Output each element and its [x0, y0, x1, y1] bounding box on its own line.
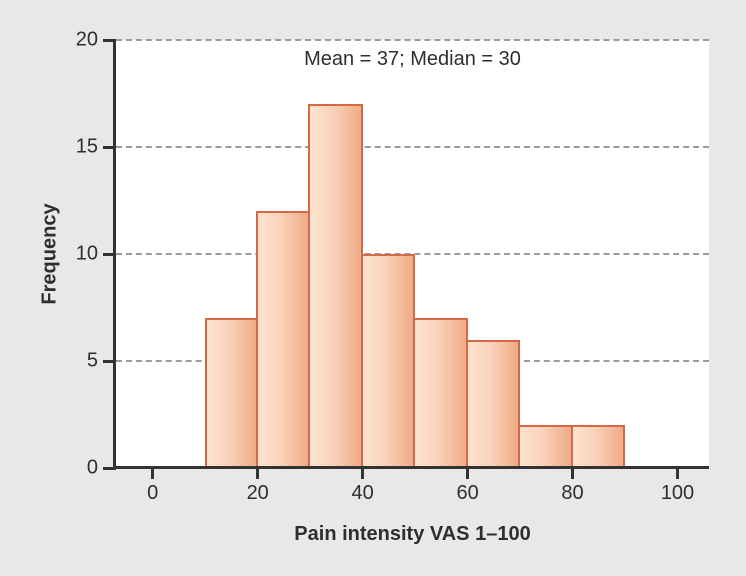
x-tick-60: [466, 466, 470, 479]
x-tick-label-0: 0: [147, 482, 159, 504]
y-tick-label-20: 20: [75, 28, 98, 51]
gridline-y-20: [116, 39, 709, 41]
x-tick-label-80: 80: [561, 482, 584, 504]
y-tick-label-15: 15: [75, 135, 98, 158]
y-tick-label-5: 5: [86, 349, 98, 372]
y-axis-title: Frequency: [38, 203, 61, 305]
y-tick-label-0: 0: [86, 456, 98, 479]
x-tick-100: [676, 466, 679, 479]
y-tick-5: [103, 359, 116, 363]
x-tick-20: [256, 466, 260, 479]
y-tick-15: [103, 145, 116, 149]
x-tick-40: [361, 466, 365, 479]
x-axis-title: Pain intensity VAS 1–100: [294, 523, 531, 545]
y-tick-0: [103, 466, 116, 470]
y-tick-10: [103, 252, 116, 256]
histogram-bar-80-90: [570, 425, 626, 468]
x-tick-0: [151, 466, 155, 479]
histogram-bar-50-60: [413, 318, 468, 468]
histogram-bar-20-30: [255, 211, 311, 468]
histogram-bar-10-20: [205, 318, 258, 468]
x-axis-line: [113, 466, 709, 469]
x-tick-80: [571, 466, 575, 479]
x-tick-label-100: 100: [660, 482, 695, 504]
x-tick-label-40: 40: [351, 482, 374, 504]
y-tick-label-10: 10: [75, 242, 98, 265]
histogram-bar-60-70: [465, 339, 521, 468]
x-tick-label-60: 60: [456, 482, 479, 504]
histogram-bar-70-80: [518, 425, 573, 468]
histogram-bar-40-50: [360, 254, 416, 468]
x-tick-label-20: 20: [246, 482, 269, 504]
histogram-bar-30-40: [308, 104, 363, 468]
plot-area: Mean = 37; Median = 30: [116, 39, 709, 468]
mean-median-annotation: Mean = 37; Median = 30: [304, 48, 521, 70]
y-tick-20: [103, 38, 116, 42]
gridline-y-15: [116, 146, 709, 148]
